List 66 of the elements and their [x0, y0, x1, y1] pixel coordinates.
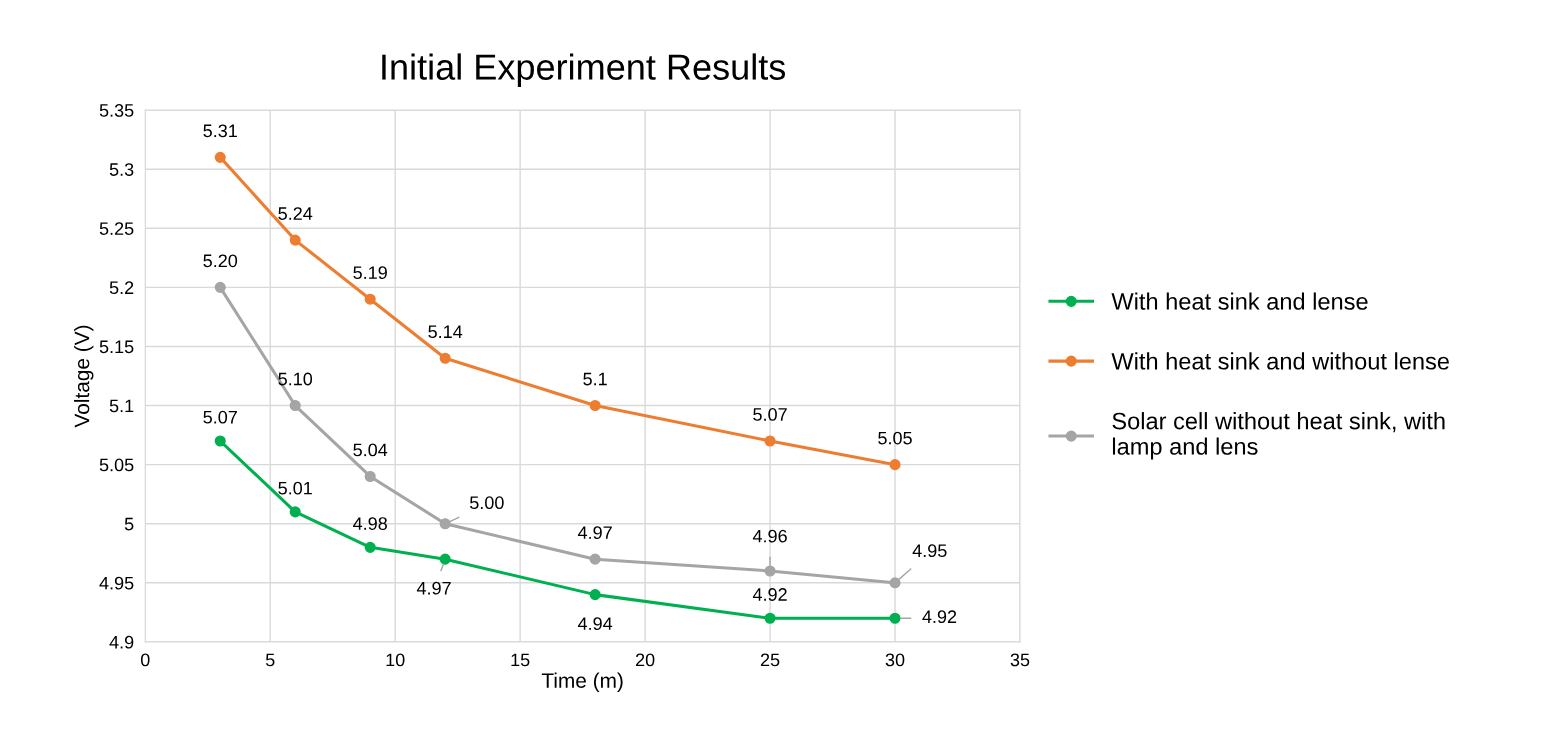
- point: [214, 281, 226, 293]
- point: [589, 589, 601, 601]
- data-label: 4.94: [577, 617, 613, 631]
- point: [289, 399, 301, 412]
- data-label: 5.01: [278, 481, 312, 495]
- data-label: 5.00: [469, 496, 504, 510]
- data-label: 5.1: [583, 372, 607, 386]
- data-label: 5.19: [353, 266, 387, 280]
- point: [364, 293, 376, 305]
- y-tick-label: 5.1: [109, 399, 134, 413]
- point: [764, 435, 776, 447]
- data-label: 5.05: [878, 431, 912, 445]
- y-tick-label: 4.95: [99, 576, 134, 590]
- data-label: 5.07: [203, 410, 237, 424]
- data-label: 4.92: [922, 610, 957, 624]
- point: [214, 151, 226, 163]
- chart-title: Initial Experiment Results: [382, 53, 786, 88]
- y-tick-label: 5.3: [109, 163, 134, 176]
- y-tick-label: 5.05: [99, 458, 134, 472]
- point: [289, 506, 301, 518]
- x-tick-label: 25: [760, 653, 780, 667]
- x-tick-label: 5: [265, 653, 275, 667]
- data-label: 5.20: [203, 254, 238, 268]
- x-tick-label: 35: [1010, 653, 1030, 667]
- point: [764, 565, 776, 577]
- x-tick-label: 0: [140, 653, 150, 667]
- y-tick-label: 5.35: [99, 104, 134, 117]
- point: [439, 553, 451, 565]
- point: [439, 518, 451, 530]
- data-label: 4.97: [416, 581, 451, 595]
- y-tick-label: 5.15: [99, 340, 134, 354]
- point: [764, 612, 776, 624]
- legend-label: Solar cell without heat sink, with lamp and lens: [1112, 412, 1445, 460]
- data-label: 5.04: [353, 443, 388, 457]
- data-label: 5.14: [428, 325, 463, 339]
- data-label: 4.98: [353, 517, 387, 530]
- y-tick-label: 4.9: [109, 635, 134, 649]
- x-tick-label: 30: [885, 653, 905, 667]
- data-label: 5.07: [753, 408, 787, 421]
- y-tick-label: 5.25: [99, 222, 134, 235]
- point: [289, 234, 301, 246]
- data-label: 5.31: [203, 124, 237, 138]
- data-label: 5.10: [278, 372, 313, 386]
- x-tick-label: 20: [635, 653, 655, 667]
- x-tick-label: 10: [386, 653, 405, 667]
- point: [589, 553, 601, 565]
- data-label: 4.97: [577, 526, 612, 540]
- point: [889, 577, 901, 589]
- point: [364, 470, 376, 483]
- data-label: 4.92: [752, 588, 787, 601]
- point: [439, 352, 451, 364]
- point: [889, 459, 901, 471]
- data-label: 5.24: [278, 207, 313, 220]
- y-tick-label: 5.2: [109, 281, 134, 295]
- point: [889, 612, 901, 624]
- point: [364, 541, 376, 553]
- legend-label: With heat sink and without lense: [1111, 352, 1449, 370]
- data-label: 4.95: [912, 544, 947, 558]
- legend-label: With heat sink and lense: [1111, 292, 1368, 310]
- data-label: 4.96: [752, 529, 787, 543]
- x-tick-label: 15: [511, 653, 530, 667]
- y-tick-label: 5: [124, 517, 134, 531]
- x-axis-title: Time (m): [541, 672, 623, 693]
- point: [589, 399, 601, 412]
- point: [214, 435, 226, 447]
- y-axis-title: Voltage (V): [74, 325, 94, 428]
